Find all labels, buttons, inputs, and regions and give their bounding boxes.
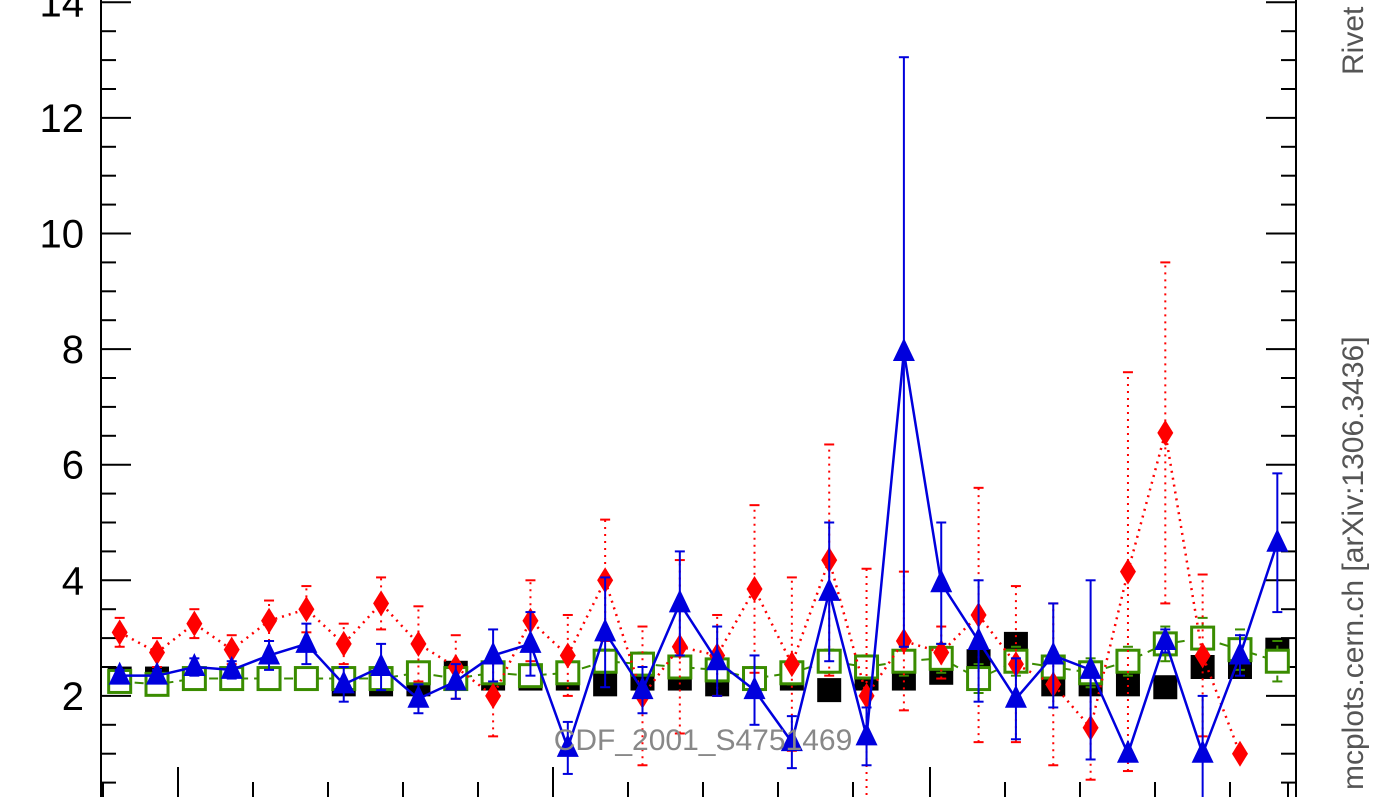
mc3-point	[1191, 739, 1214, 763]
y-tick-label: 4	[62, 559, 84, 603]
mc3-point	[930, 569, 953, 593]
mc3-point	[1079, 655, 1102, 679]
mc2-point	[485, 682, 502, 709]
mc3-point	[855, 722, 878, 746]
mc3-point	[519, 629, 542, 653]
mc3-point	[332, 670, 355, 694]
y-axis-tick-labels: 2 4 6 8 10 12 14	[40, 0, 85, 719]
series-mc2	[111, 261, 1248, 797]
y-tick-label: 10	[40, 213, 85, 257]
mc3-point	[1116, 739, 1139, 763]
mc2-point	[111, 619, 128, 646]
mc2-point	[373, 590, 390, 617]
mc1-point	[1264, 648, 1290, 674]
plot-frame	[100, 0, 1297, 797]
mc3-point	[892, 337, 915, 361]
mc2-point	[186, 610, 203, 637]
mc3-point	[967, 626, 990, 650]
mc2-point	[1119, 558, 1136, 585]
mc2-point	[335, 630, 352, 657]
y-tick-label: 12	[40, 97, 85, 141]
x-axis-ticks	[102, 767, 1289, 797]
series-layer	[107, 56, 1290, 797]
mc3-point	[370, 653, 393, 676]
mc3-point	[220, 655, 243, 679]
mc2-point	[1194, 642, 1211, 669]
mc3-point	[444, 667, 467, 691]
mc3-point	[631, 676, 654, 700]
mc3-point	[818, 577, 841, 601]
series-mc1	[107, 616, 1290, 697]
mc2-point	[261, 607, 278, 634]
mcplots-label: mcplots.cern.ch [arXiv:1306.3436]	[1337, 336, 1370, 790]
mc3-point	[1154, 626, 1177, 650]
series-mc3	[108, 56, 1289, 797]
mc3-point	[258, 641, 281, 665]
y-tick-label: 8	[62, 328, 84, 372]
mc3-point	[1228, 641, 1251, 665]
mc3-point	[668, 589, 691, 613]
mc3-point	[146, 661, 169, 685]
y-tick-label: 14	[40, 0, 85, 25]
mc3-line	[119, 351, 1279, 758]
mc3-point	[482, 641, 505, 665]
mc3-point	[1042, 641, 1065, 665]
mc3-point	[108, 661, 131, 685]
mc2-point	[1231, 740, 1248, 767]
mc2-point	[298, 596, 315, 623]
mc3-point	[1266, 528, 1289, 552]
mc1-point	[1115, 648, 1141, 674]
mc2-point	[559, 642, 576, 669]
mc2-point	[746, 575, 763, 602]
data-point	[1153, 675, 1178, 700]
mc2-point	[783, 651, 800, 678]
data-point	[817, 678, 842, 703]
mc1-line	[119, 637, 1278, 686]
mc2-point	[933, 639, 950, 666]
mc2-point	[223, 636, 240, 663]
analysis-annotation: CDF_2001_S4751469	[554, 724, 853, 757]
mc3-point	[407, 684, 430, 708]
mc3-point	[556, 733, 579, 757]
mc3-point	[743, 676, 766, 700]
mc3-point	[706, 647, 729, 671]
mc3-point	[295, 629, 318, 653]
mc2-point	[1157, 419, 1174, 446]
rivet-label: Rivet	[1337, 6, 1370, 75]
mc3-point	[183, 653, 206, 676]
y-tick-label: 2	[62, 675, 84, 719]
mc2-point	[149, 639, 166, 666]
mc3-point	[1004, 684, 1027, 708]
y-tick-label: 6	[62, 444, 84, 488]
mc3-point	[780, 728, 803, 752]
mc1-point	[293, 666, 319, 692]
mc2-point	[410, 630, 427, 657]
mc3-point	[594, 618, 617, 642]
